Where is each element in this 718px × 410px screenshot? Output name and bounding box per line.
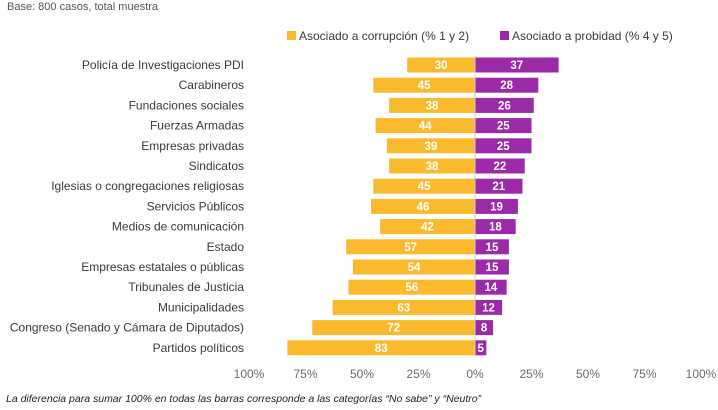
bar-value-corrupcion: 54 [408,262,421,274]
bar-probidad [475,77,539,93]
bar-probidad [475,118,532,134]
bar-corrupcion [407,57,475,73]
bar-corrupcion [348,279,475,295]
x-axis: 100% 75% 50% 25% 0% 25% 50% 75% 100% [234,55,717,381]
category-label: Policía de Investigaciones PDI [82,58,244,72]
bar-value-corrupcion: 46 [417,201,430,213]
tick-label: 100% [234,367,265,381]
tick-label: 25% [406,367,430,381]
bar-value-probidad: 8 [481,323,488,335]
bar-value-corrupcion: 72 [387,323,400,335]
category-label: Carabineros [179,78,244,92]
bar-value-corrupcion: 57 [404,242,417,254]
bar-value-corrupcion: 56 [405,282,418,294]
bar-probidad [475,158,525,174]
bar-corrupcion [287,340,475,356]
bar-corrupcion [373,77,475,93]
category-label: Sindicatos [189,159,244,173]
category-label: Empresas privadas [141,139,244,153]
bar-probidad [475,320,494,336]
bar-corrupcion [371,198,475,214]
bar-value-probidad: 28 [500,80,513,92]
bar-value-corrupcion: 45 [418,181,431,193]
bar-value-corrupcion: 42 [421,222,434,234]
bar-value-probidad: 5 [477,343,484,355]
bars: 30 37 45 28 38 26 44 25 39 25 38 22 45 21 46 19 42 18 57 15… [287,57,559,356]
bar-probidad [475,219,516,235]
bar-value-probidad: 19 [490,201,503,213]
bar-value-probidad: 21 [492,181,505,193]
bar-value-corrupcion: 30 [435,60,448,72]
bar-value-corrupcion: 45 [418,80,431,92]
legend-swatch-probidad [500,31,509,40]
bar-value-probidad: 15 [486,262,499,274]
tick-label: 0% [466,367,484,381]
category-label: Empresas estatales o públicas [81,260,244,274]
legend-label-corrupcion: Asociado a corrupción (% 1 y 2) [299,29,469,43]
tick-label: 50% [576,367,600,381]
bar-value-probidad: 22 [493,161,506,173]
bar-corrupcion [380,219,475,235]
bar-value-probidad: 18 [489,222,502,234]
category-label: Estado [207,240,245,254]
category-label: Servicios Públicos [147,199,244,213]
bar-probidad [475,299,503,315]
bar-corrupcion [375,118,475,134]
bar-probidad [475,97,534,113]
category-label: Medios de comunicación [112,220,244,234]
bar-value-corrupcion: 38 [426,100,439,112]
bar-value-probidad: 37 [510,60,523,72]
tick-label: 75% [632,367,656,381]
bar-corrupcion [332,299,475,315]
category-label: Congreso (Senado y Cámara de Diputados) [10,321,244,335]
bar-probidad [475,138,532,154]
legend-label-probidad: Asociado a probidad (% 4 y 5) [512,29,673,43]
tick-label: 25% [519,367,543,381]
footnote: La diferencia para sumar 100% en todas l… [6,393,482,405]
bar-value-corrupcion: 44 [419,121,432,133]
bar-value-probidad: 25 [497,121,510,133]
bar-value-probidad: 15 [486,242,499,254]
bar-value-corrupcion: 38 [426,161,439,173]
category-label: Partidos políticos [153,341,244,355]
bar-probidad [475,259,509,275]
category-label: Municipalidades [158,300,244,314]
bar-corrupcion [386,138,475,154]
bar-probidad [475,239,509,255]
bar-value-corrupcion: 39 [425,141,438,153]
bar-corrupcion [346,239,475,255]
bar-value-corrupcion: 83 [375,343,388,355]
tick-label: 100% [686,367,717,381]
bar-value-probidad: 26 [498,100,511,112]
category-label: Iglesias o congregaciones religiosas [51,179,244,193]
bar-corrupcion [373,178,475,194]
category-label: Fundaciones sociales [129,98,244,112]
bar-probidad [475,198,518,214]
bar-corrupcion [352,259,475,275]
legend-swatch-corrupcion [287,31,296,40]
category-label: Fuerzas Armadas [150,119,244,133]
bar-value-probidad: 25 [497,141,510,153]
bar-corrupcion [312,320,475,336]
category-label: Tribunales de Justicia [128,280,244,294]
category-labels: Policía de Investigaciones PDI Carabinero… [10,58,244,355]
legend: Asociado a corrupción (% 1 y 2) Asociado … [287,29,673,43]
bar-probidad [475,178,523,194]
tick-label: 75% [293,367,317,381]
bar-value-probidad: 12 [482,302,495,314]
base-note: Base: 800 casos, total muestra [7,1,159,13]
bar-probidad [475,57,559,73]
bar-corrupcion [389,158,475,174]
bar-probidad [475,340,487,356]
bar-corrupcion [389,97,475,113]
bar-probidad [475,279,507,295]
bar-value-corrupcion: 63 [397,302,410,314]
bar-value-probidad: 14 [484,282,497,294]
tick-label: 50% [350,367,374,381]
